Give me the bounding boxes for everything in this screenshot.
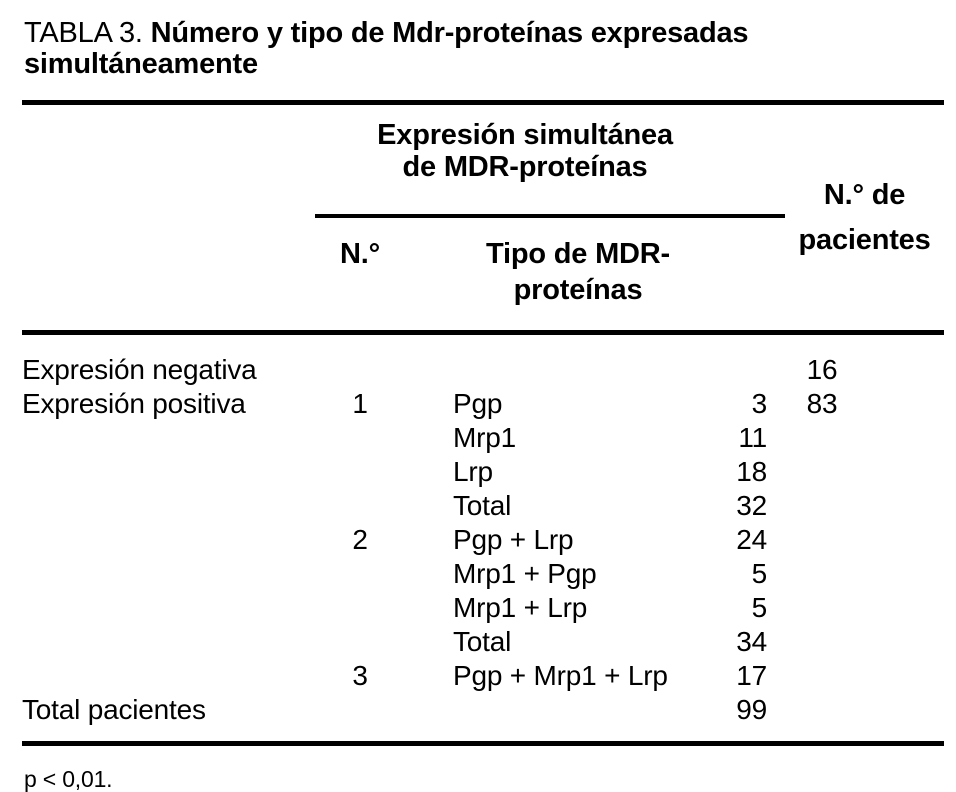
row-label-cell — [22, 523, 315, 557]
count-cell: 18 — [736, 456, 768, 487]
column-header-n-pacientes: N.° de pacientes — [785, 105, 945, 335]
column-header-numero: N.° — [315, 216, 405, 335]
row-label-cell — [22, 455, 315, 489]
n-cell — [315, 333, 405, 388]
count-cell: 11 — [738, 422, 768, 453]
table-row: Mrp1 11 — [22, 421, 944, 455]
tipo-cell — [405, 333, 700, 388]
tipo-cell: Lrp — [453, 456, 493, 487]
tipo-cell: Total — [453, 626, 512, 657]
group-header-expresion-simultanea: Expresión simultánea de MDR-proteínas — [315, 105, 786, 218]
table-row: Expresión negativa 16 — [22, 333, 944, 388]
count-cell: 32 — [736, 490, 768, 521]
table-header: Expresión simultánea de MDR-proteínas N.… — [22, 105, 945, 335]
n-cell — [315, 557, 405, 591]
table-row: Total 32 — [22, 489, 944, 523]
pacientes-header-line2: pacientes — [798, 223, 931, 256]
table-row: Expresión positiva 1 Pgp 3 83 — [22, 387, 944, 421]
row-label-cell: Expresión positiva — [22, 388, 246, 419]
column-header-tipo: Tipo de MDR- proteínas — [405, 216, 786, 335]
pacientes-cell — [785, 489, 944, 523]
pacientes-cell: 16 — [806, 354, 838, 385]
pacientes-header-line1: N.° de — [823, 178, 906, 211]
row-label-cell: Total pacientes — [22, 694, 206, 725]
tipo-cell: Total — [453, 490, 512, 521]
table-row: 3 Pgp + Mrp1 + Lrp 17 — [22, 659, 944, 693]
table-row: Lrp 18 — [22, 455, 944, 489]
tipo-cell: Mrp1 — [453, 422, 516, 453]
table-title: TABLA 3. Número y tipo de Mdr-proteínas … — [24, 18, 834, 80]
n-cell: 2 — [352, 524, 368, 555]
n-cell — [315, 693, 405, 741]
pacientes-cell — [785, 455, 944, 489]
count-cell: 3 — [751, 388, 768, 419]
table-body: Expresión negativa 16 Expresión positiva… — [22, 333, 944, 742]
pacientes-cell — [785, 421, 944, 455]
pacientes-cell: 83 — [806, 388, 838, 419]
row-label-cell — [22, 421, 315, 455]
top-rule — [22, 100, 944, 105]
pacientes-cell — [785, 523, 944, 557]
count-cell: 99 — [736, 694, 768, 725]
count-cell: 5 — [751, 592, 768, 623]
row-label-cell: Expresión negativa — [22, 354, 257, 385]
tipo-cell: Mrp1 + Pgp — [453, 558, 597, 589]
pacientes-cell — [785, 659, 944, 693]
table-row: Total 34 — [22, 625, 944, 659]
group-header-line1: Expresión simultánea — [377, 119, 673, 151]
pacientes-cell — [785, 693, 944, 741]
mdr-proteins-table: Expresión simultánea de MDR-proteínas N.… — [22, 105, 945, 742]
table-row: 2 Pgp + Lrp 24 — [22, 523, 944, 557]
tipo-cell — [405, 693, 700, 741]
pacientes-cell — [785, 625, 944, 659]
table-row: Mrp1 + Lrp 5 — [22, 591, 944, 625]
table-row: Mrp1 + Pgp 5 — [22, 557, 944, 591]
footnote-p-value: p < 0,01. — [24, 766, 113, 792]
n-cell — [315, 455, 405, 489]
tipo-header-line2: proteínas — [513, 274, 643, 306]
row-label-cell — [22, 659, 315, 693]
pacientes-cell — [785, 591, 944, 625]
table-number-label: TABLA 3. — [24, 17, 143, 49]
tipo-header-line1: Tipo de MDR- — [486, 238, 670, 270]
count-cell: 34 — [736, 626, 768, 657]
bottom-rule — [22, 741, 944, 746]
count-cell: 17 — [736, 660, 768, 691]
count-cell: 24 — [736, 524, 768, 555]
tipo-cell: Mrp1 + Lrp — [453, 592, 588, 623]
tipo-cell: Pgp + Lrp — [453, 524, 574, 555]
n-cell — [315, 591, 405, 625]
table-row: Total pacientes 99 — [22, 693, 944, 741]
table-figure-page: TABLA 3. Número y tipo de Mdr-proteínas … — [22, 17, 945, 792]
group-header-line2: de MDR-proteínas — [402, 151, 648, 183]
n-cell: 1 — [352, 388, 368, 419]
n-cell — [315, 421, 405, 455]
tipo-cell: Pgp — [453, 388, 503, 419]
n-cell — [315, 489, 405, 523]
n-cell: 3 — [352, 660, 368, 691]
row-label-cell — [22, 489, 315, 523]
row-label-cell — [22, 591, 315, 625]
tipo-cell: Pgp + Mrp1 + Lrp — [453, 660, 668, 691]
table-title-text: Número y tipo de Mdr-proteínas expresada… — [24, 17, 749, 80]
count-cell — [700, 333, 785, 388]
corner-header-cell — [22, 105, 315, 335]
n-cell — [315, 625, 405, 659]
pacientes-cell — [785, 557, 944, 591]
count-cell: 5 — [751, 558, 768, 589]
row-label-cell — [22, 625, 315, 659]
row-label-cell — [22, 557, 315, 591]
